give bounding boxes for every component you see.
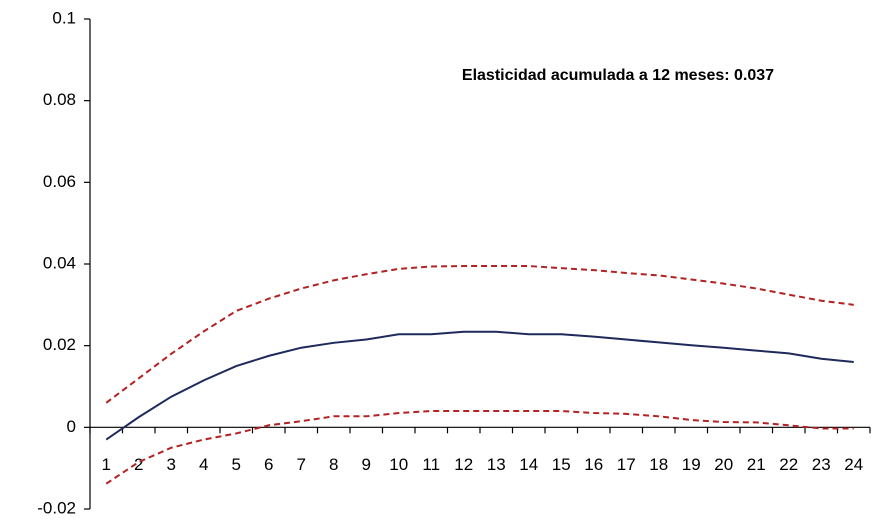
x-tick-label: 6 [264,455,273,474]
x-tick-label: 12 [454,455,473,474]
y-tick-label: 0.02 [43,335,76,354]
x-tick-label: 24 [844,455,863,474]
x-tick-label: 15 [552,455,571,474]
y-tick-label: -0.02 [37,498,76,517]
x-tick-label: 19 [682,455,701,474]
x-tick-label: 14 [519,455,538,474]
x-tick-label: 8 [329,455,338,474]
x-tick-label: 20 [714,455,733,474]
x-tick-label: 4 [199,455,208,474]
series-line [105,265,854,404]
y-tick-label: 0.04 [43,253,76,272]
x-tick-label: 13 [487,455,506,474]
x-tick-label: 3 [167,455,176,474]
annotation: Elasticidad acumulada a 12 meses: 0.037 [462,67,774,84]
x-tick-label: 21 [747,455,766,474]
x-tick-label: 17 [617,455,636,474]
x-tick-label: 23 [812,455,831,474]
y-tick-label: 0.08 [43,90,76,109]
x-tick-label: 22 [779,455,798,474]
x-tick-label: 2 [134,455,143,474]
x-tick-label: 9 [362,455,371,474]
x-tick-label: 11 [422,455,440,474]
series-line [105,330,854,441]
series-line [105,410,854,485]
y-tick-label: 0.1 [52,8,76,27]
x-tick-label: 18 [649,455,668,474]
x-tick-label: 1 [102,455,111,474]
x-tick-label: 16 [584,455,603,474]
y-tick-label: 0 [67,417,76,436]
x-tick-label: 10 [389,455,408,474]
x-tick-label: 7 [297,455,306,474]
x-tick-label: 5 [232,455,241,474]
y-tick-label: 0.06 [43,172,76,191]
